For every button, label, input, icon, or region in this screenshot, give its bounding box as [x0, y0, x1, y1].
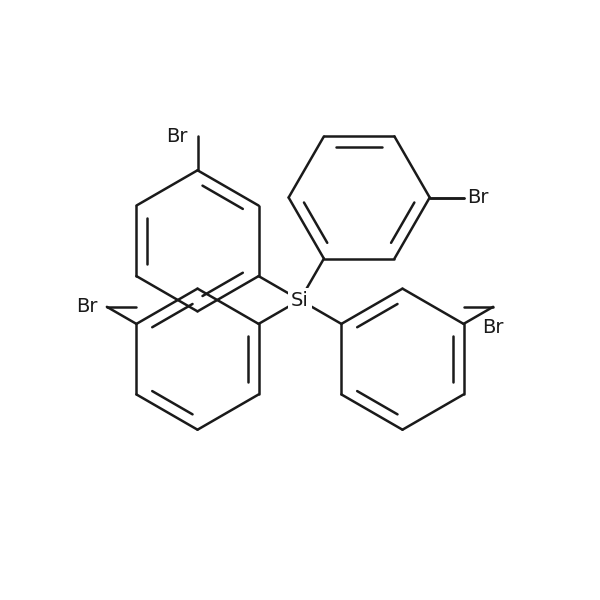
- Text: Si: Si: [291, 290, 309, 310]
- Text: Br: Br: [76, 298, 97, 316]
- Text: Br: Br: [482, 318, 504, 337]
- Text: Br: Br: [467, 188, 488, 207]
- Text: Br: Br: [166, 127, 188, 146]
